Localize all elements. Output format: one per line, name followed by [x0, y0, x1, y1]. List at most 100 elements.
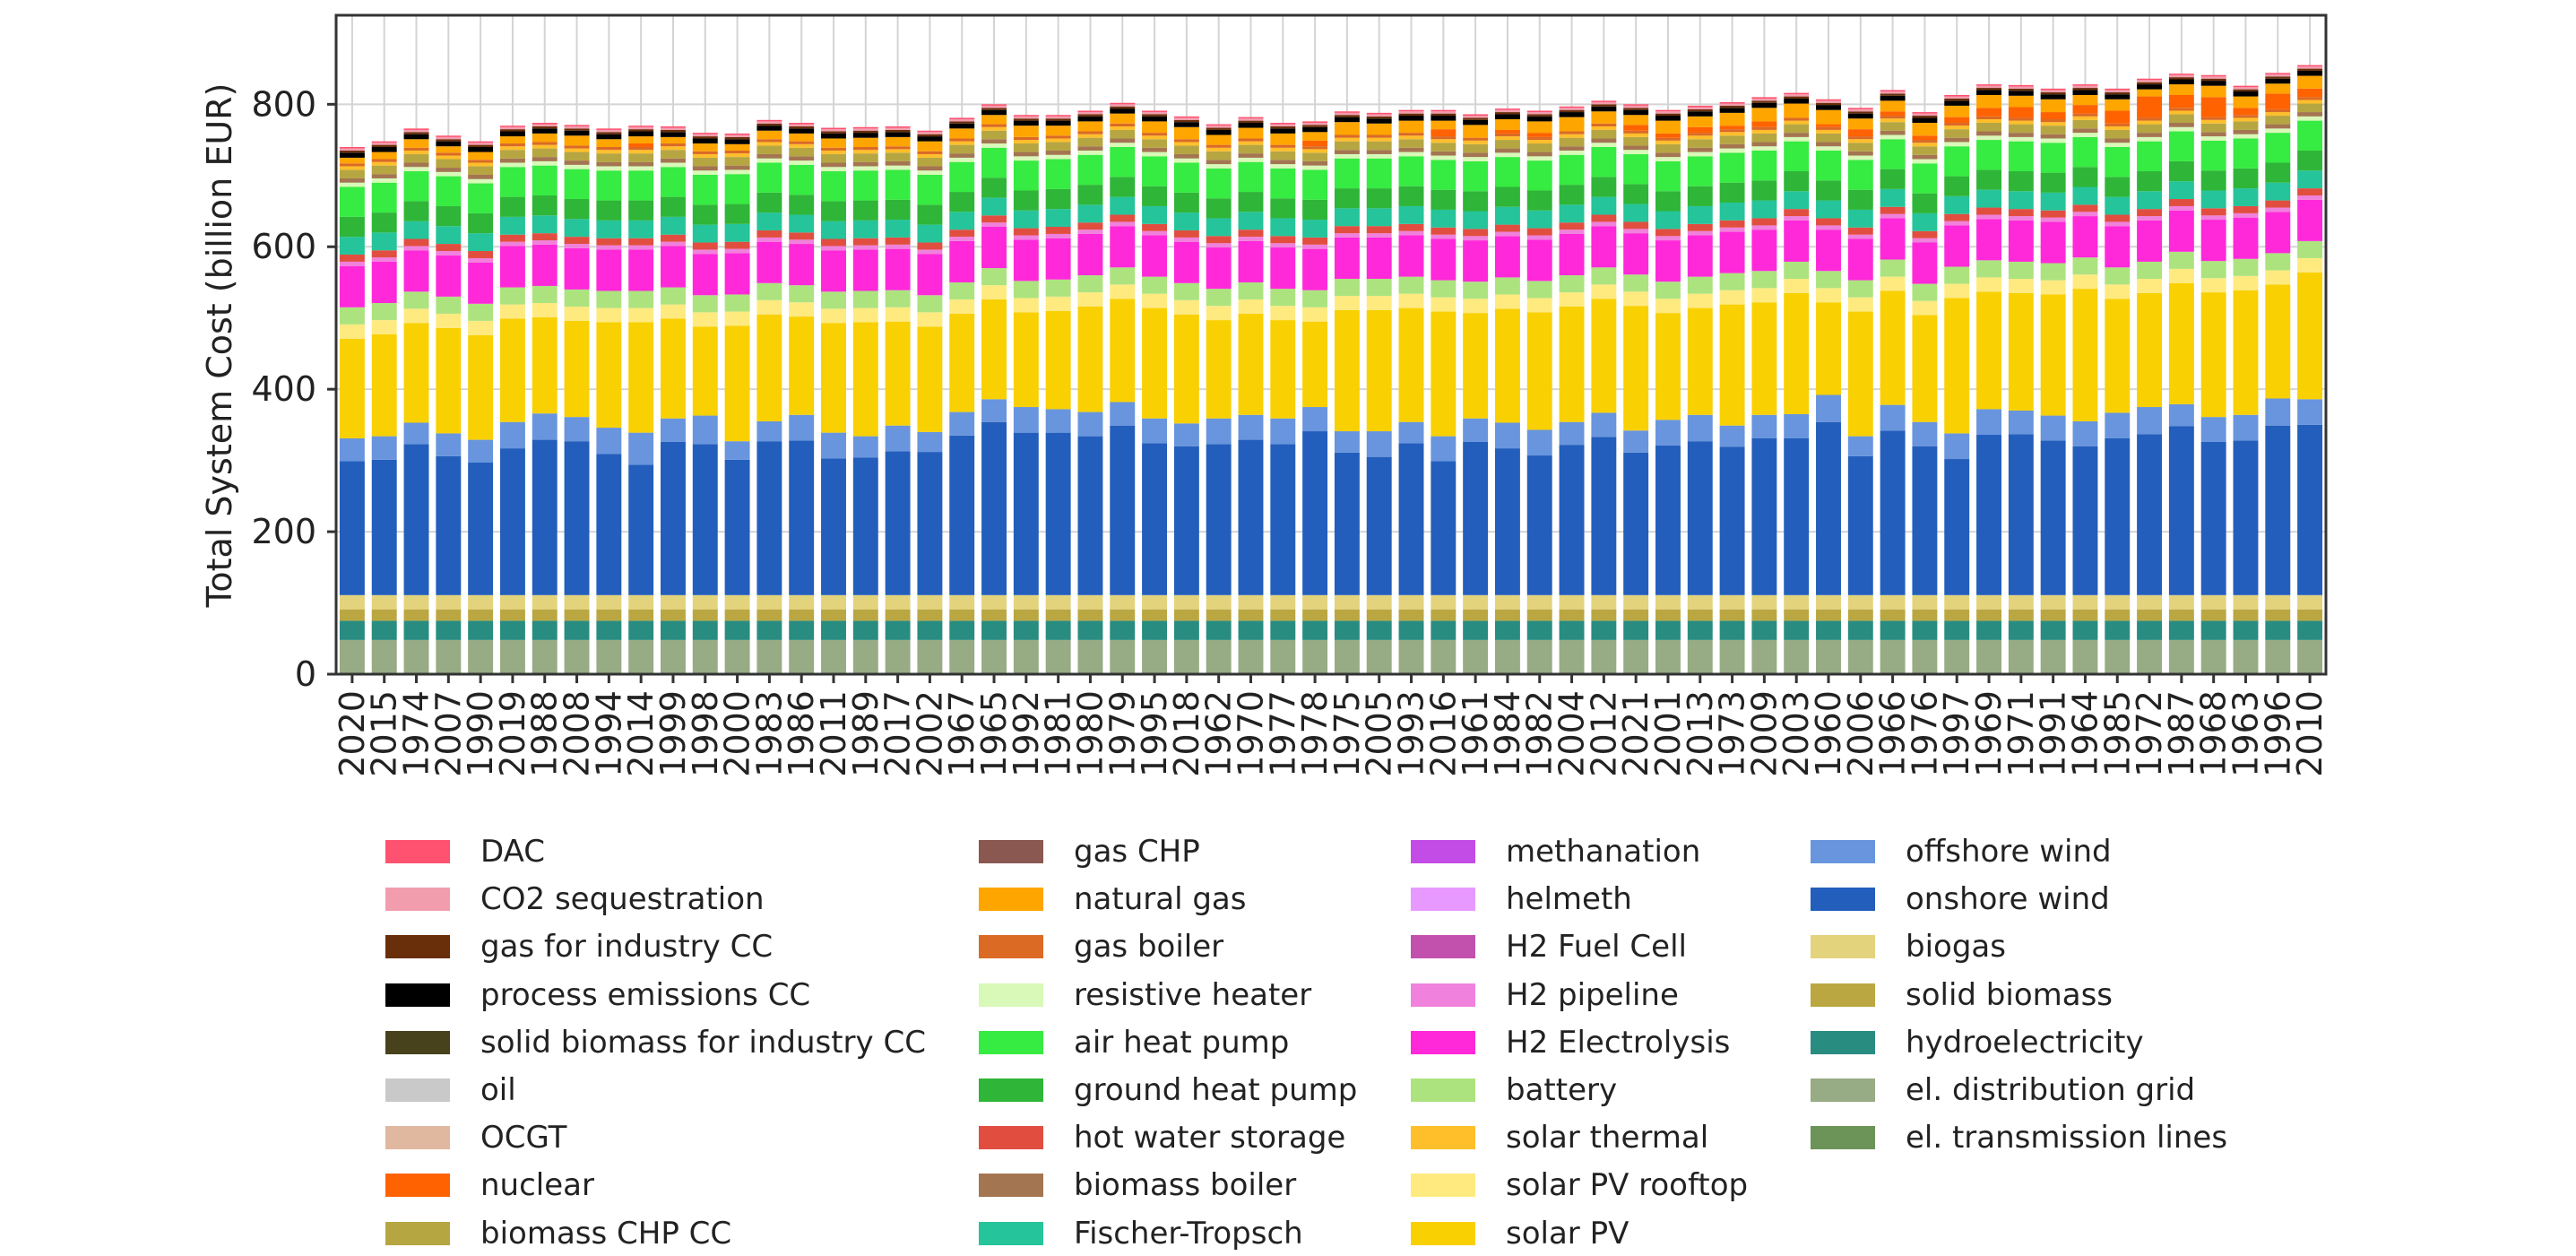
bar-segment: [1045, 159, 1071, 189]
bar-segment: [949, 620, 975, 640]
bar-segment: [821, 639, 846, 674]
bar-segment: [2200, 78, 2226, 82]
bar-segment: [1494, 114, 1520, 120]
bar-segment: [1687, 308, 1713, 415]
bar-segment: [1655, 109, 1681, 112]
bar-segment: [756, 299, 782, 315]
bar-segment: [596, 639, 622, 674]
bar-segment: [1045, 135, 1071, 139]
bar-segment: [1880, 276, 1906, 291]
bar-segment: [339, 150, 365, 153]
bar-stack-1981: [1045, 115, 1071, 674]
bar-segment: [1719, 227, 1745, 232]
bar-segment: [1206, 247, 1232, 290]
bar-segment: [339, 148, 365, 151]
bar-segment: [403, 147, 429, 151]
bar-segment: [1655, 137, 1681, 141]
bar-segment: [436, 226, 462, 245]
bar-segment: [2233, 129, 2259, 134]
bar-segment: [1431, 189, 1457, 210]
bar-segment: [1045, 409, 1071, 433]
bar-segment: [2105, 221, 2131, 227]
bar-segment: [1045, 138, 1071, 143]
bar-segment: [2137, 292, 2163, 408]
bar-segment: [436, 159, 462, 169]
bar-segment: [1494, 594, 1520, 610]
bar-segment: [532, 165, 558, 196]
bar-segment: [628, 464, 654, 595]
bar-segment: [981, 620, 1007, 640]
bar-segment: [468, 251, 494, 258]
bar-segment: [1302, 165, 1328, 170]
bar-segment: [2297, 66, 2323, 69]
bar-segment: [499, 162, 525, 168]
bar-segment: [403, 201, 429, 221]
bar-segment: [628, 620, 654, 640]
bar-segment: [2137, 407, 2163, 435]
bar-segment: [403, 150, 429, 154]
bar-segment: [981, 108, 1007, 110]
bar-segment: [1944, 105, 1970, 117]
bar-segment: [1976, 119, 2001, 123]
bar-segment: [2105, 214, 2131, 222]
bar-segment: [1623, 306, 1649, 431]
bar-segment: [436, 327, 462, 434]
bar-segment: [2105, 594, 2131, 610]
x-tick-label: 1978: [1295, 690, 1335, 777]
bar-segment: [1591, 106, 1617, 112]
bar-segment: [1302, 609, 1328, 621]
bar-segment: [371, 250, 397, 258]
bar-segment: [2297, 620, 2323, 640]
bar-segment: [692, 224, 718, 243]
bar-segment: [2105, 129, 2131, 139]
bar-segment: [661, 304, 686, 319]
bar-segment: [2233, 85, 2259, 88]
bar-segment: [1655, 609, 1681, 621]
bar-segment: [2265, 83, 2291, 94]
bar-segment: [2008, 133, 2034, 137]
bar-segment: [1976, 94, 2001, 108]
bar-segment: [1463, 143, 1489, 153]
bar-segment: [917, 136, 943, 142]
bar-segment: [1238, 414, 1264, 440]
bar-segment: [628, 153, 654, 162]
bar-segment: [885, 639, 911, 674]
bar-segment: [1302, 199, 1328, 221]
bar-segment: [1431, 151, 1457, 156]
bar-segment: [1687, 139, 1713, 148]
bar-segment: [852, 137, 878, 147]
bar-segment: [1976, 131, 2001, 136]
bar-segment: [981, 147, 1007, 178]
bar-segment: [596, 161, 622, 167]
bar-segment: [692, 133, 718, 134]
bar-segment: [499, 150, 525, 159]
bar-segment: [981, 124, 1007, 127]
bar-segment: [661, 127, 686, 130]
bar-segment: [2297, 240, 2323, 258]
bar-segment: [789, 128, 815, 134]
bar-segment: [852, 609, 878, 621]
bar-segment: [1912, 135, 1938, 141]
bar-segment: [1719, 220, 1745, 228]
bar-segment: [1238, 620, 1264, 640]
bar-segment: [1366, 431, 1392, 457]
bar-segment: [2072, 289, 2098, 421]
bar-segment: [1816, 100, 1841, 103]
bar-segment: [339, 147, 365, 149]
bar-segment: [724, 169, 750, 175]
bar-segment: [1463, 116, 1489, 118]
bar-segment: [596, 245, 622, 250]
bar-segment: [403, 153, 429, 163]
bar-segment: [2105, 196, 2131, 215]
bar-segment: [2233, 89, 2259, 92]
bar-segment: [1302, 321, 1328, 408]
bar-segment: [2265, 73, 2291, 74]
bar-segment: [692, 444, 718, 595]
bar-segment: [1655, 157, 1681, 161]
bar-segment: [1880, 111, 1906, 117]
bar-segment: [1944, 594, 1970, 610]
bar-segment: [1398, 620, 1424, 640]
bar-segment: [1623, 125, 1649, 131]
bar-segment: [981, 421, 1007, 595]
bar-segment: [628, 290, 654, 308]
